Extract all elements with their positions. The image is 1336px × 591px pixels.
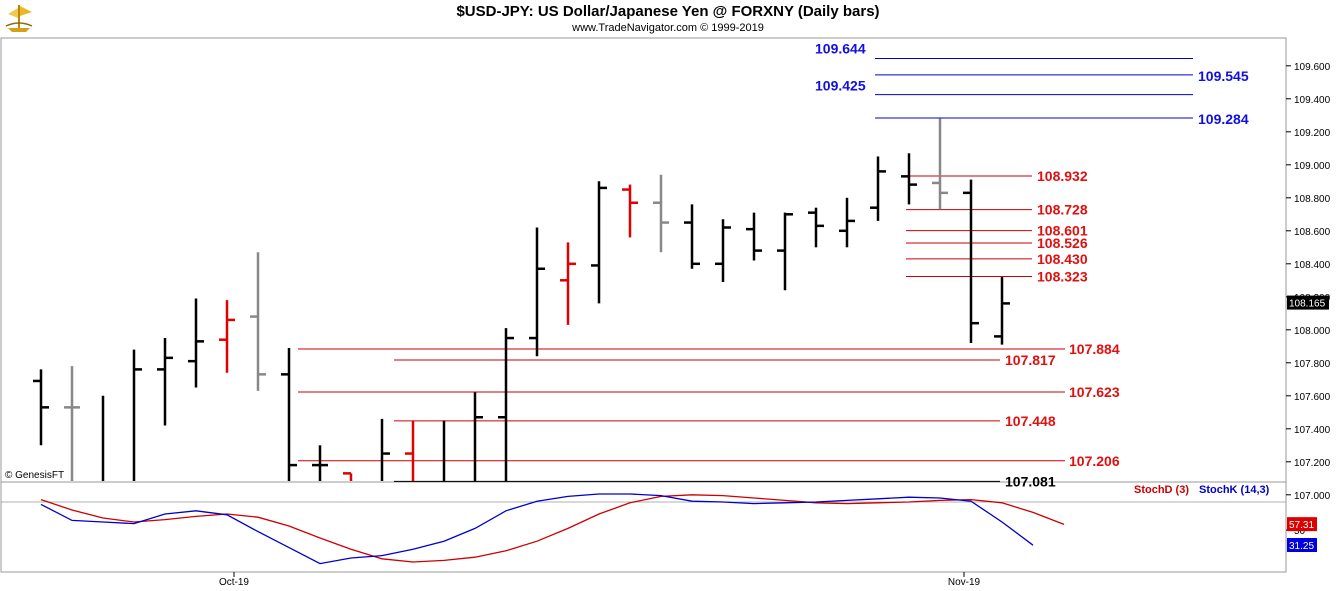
stoch-d-last-label: 57.31	[1289, 520, 1314, 531]
support-level-label: 107.817	[1005, 352, 1056, 368]
stoch-d-line	[40, 494, 1065, 563]
price-tick-label: 109.200	[1294, 128, 1331, 139]
resistance-level-label: 109.644	[815, 41, 866, 57]
support-level-label: 107.081	[1005, 473, 1056, 489]
stoch-tick-label: 50	[1294, 526, 1306, 537]
support-level-label: 107.884	[1069, 341, 1120, 357]
price-tick-label: 108.600	[1294, 227, 1331, 238]
stoch-k-last-box	[1287, 538, 1317, 552]
last-price-box	[1287, 295, 1329, 310]
price-tick-label: 108.000	[1294, 326, 1331, 337]
resistance-level-label: 109.284	[1198, 111, 1249, 127]
resistance-level-label: 108.323	[1037, 269, 1088, 285]
legend-stoch-k: StochK (14,3)	[1199, 484, 1270, 496]
stoch-panel-border	[0, 481, 1287, 573]
chart-subtitle: www.TradeNavigator.com © 1999-2019	[572, 22, 764, 34]
resistance-level-label: 109.425	[815, 78, 866, 94]
tradenavigator-logo-icon	[2, 2, 36, 34]
support-level-label: 107.448	[1005, 413, 1056, 429]
ohlc-bars	[33, 118, 1010, 481]
price-tick-label: 107.200	[1294, 458, 1331, 469]
price-tick-label: 109.000	[1294, 161, 1331, 172]
resistance-level-label: 108.932	[1037, 168, 1088, 184]
price-tick-label: 107.000	[1294, 491, 1331, 502]
price-tick-label: 107.600	[1294, 392, 1331, 403]
stoch-d-last-box	[1287, 517, 1317, 532]
legend-stoch-d: StochD (3)	[1134, 484, 1189, 496]
price-tick-label: 109.600	[1294, 62, 1331, 73]
stoch-k-last-label: 31.25	[1289, 541, 1314, 552]
price-tick-label: 109.400	[1294, 95, 1331, 106]
resistance-level-label: 108.601	[1037, 223, 1088, 239]
resistance-level-label: 109.545	[1198, 68, 1249, 84]
support-level-label: 107.623	[1069, 384, 1120, 400]
support-level-label: 107.206	[1069, 453, 1120, 469]
resistance-level-label: 108.728	[1037, 202, 1088, 218]
chart-title: $USD-JPY: US Dollar/Japanese Yen @ FORXN…	[456, 3, 880, 20]
time-tick-label: Oct-19	[219, 577, 249, 588]
time-axis: Oct-19 Nov-19	[219, 572, 981, 588]
time-tick-label: Nov-19	[948, 577, 981, 588]
last-price-label: 108.165	[1289, 299, 1326, 310]
main-panel-border	[0, 37, 1287, 483]
watermark: © GenesisFT	[5, 470, 64, 481]
resistance-level-label: 108.526	[1037, 235, 1088, 251]
resistance-level-label: 108.430	[1037, 251, 1088, 267]
price-tick-label: 107.400	[1294, 425, 1331, 436]
chart-header: $USD-JPY: US Dollar/Japanese Yen @ FORXN…	[0, 0, 1336, 38]
price-axis: 109.600 109.400 109.200 109.000 108.800 108.6…	[1286, 62, 1331, 502]
price-tick-label: 107.800	[1294, 359, 1331, 370]
price-tick-label: 108.400	[1294, 260, 1331, 271]
price-tick-label: 108.800	[1294, 194, 1331, 205]
stoch-k-line	[40, 493, 1034, 565]
support-resistance-levels: 109.644 109.545 109.425 109.284 108.932 108.7…	[298, 41, 1249, 489]
